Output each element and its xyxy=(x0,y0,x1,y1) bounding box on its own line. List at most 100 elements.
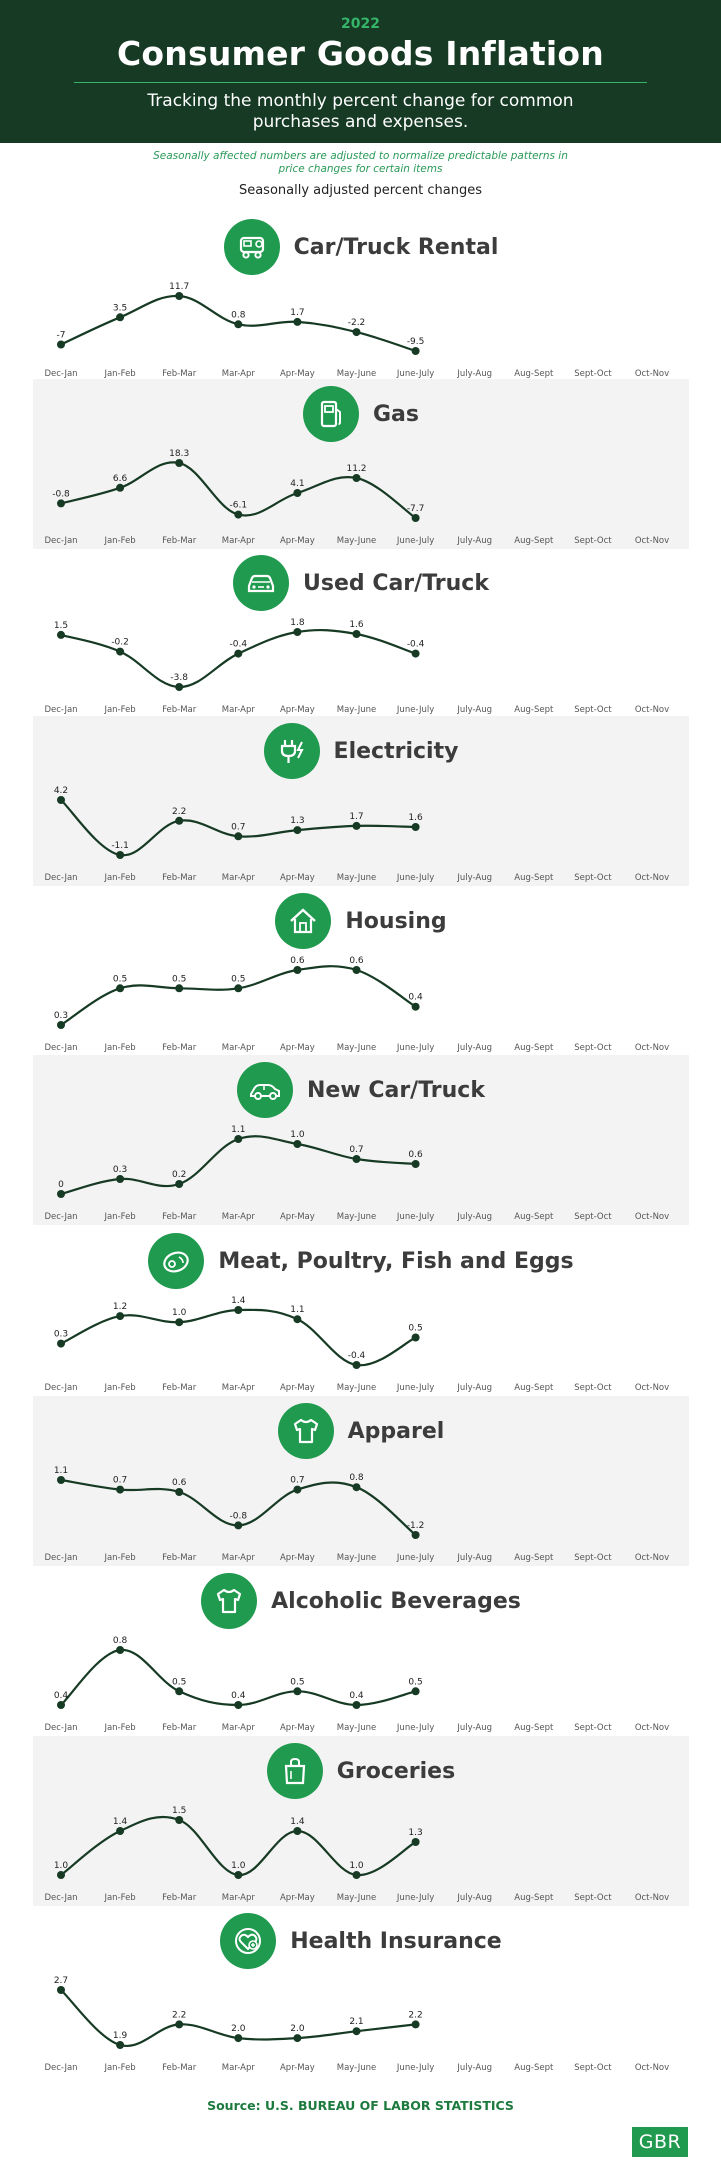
data-point xyxy=(293,2034,302,2043)
plug-icon xyxy=(263,723,320,779)
x-tick-label: Aug-Sept xyxy=(514,1723,554,1733)
x-tick-label: Apr-May xyxy=(280,1723,315,1733)
used-car-icon xyxy=(233,555,290,611)
x-tick-label: Jan-Feb xyxy=(103,1043,135,1053)
data-point xyxy=(411,514,420,522)
steak-icon xyxy=(148,1233,205,1289)
x-tick-label: Dec-Jan xyxy=(44,1212,77,1222)
x-tick-label: July-Aug xyxy=(456,1893,492,1903)
x-tick-label: June-July xyxy=(396,1212,434,1222)
chart-header-health-insurance: Health Insurance xyxy=(33,1913,689,1969)
x-tick-label: June-July xyxy=(396,705,434,715)
data-point xyxy=(234,832,243,841)
x-tick-label: June-July xyxy=(396,2063,434,2073)
data-label: -2.2 xyxy=(348,318,366,328)
x-tick-label: May-June xyxy=(337,873,376,883)
chart-title: Health Insurance xyxy=(290,1928,502,1954)
chart-title: Apparel xyxy=(347,1418,445,1444)
page-title: Consumer Goods Inflation xyxy=(117,34,604,73)
x-tick-label: Aug-Sept xyxy=(514,1383,554,1393)
data-point xyxy=(234,1135,243,1143)
chart-title: Housing xyxy=(345,908,447,934)
chart-title: Meat, Poultry, Fish and Eggs xyxy=(218,1248,574,1274)
x-tick-label: Sept-Oct xyxy=(574,1723,612,1733)
x-tick-label: Aug-Sept xyxy=(514,1553,554,1563)
data-point xyxy=(175,1687,184,1696)
data-point xyxy=(57,630,65,639)
line-chart-meat-poultry-fish-and-eggs: 0.3 1.2 1.0 1.4 1.1 -0.4 0.5 Dec-Jan Jan-Feb Feb-… xyxy=(44,1296,669,1393)
x-tick-label: Feb-Mar xyxy=(162,1383,197,1393)
data-label: 1.8 xyxy=(290,618,305,628)
data-point xyxy=(411,1838,420,1846)
data-label: 11.2 xyxy=(346,464,366,474)
x-tick-label: May-June xyxy=(337,536,376,546)
x-tick-label: June-July xyxy=(396,1043,434,1053)
x-tick-label: Mar-Apr xyxy=(222,536,256,546)
data-point xyxy=(57,1871,65,1879)
x-tick-label: Dec-Jan xyxy=(44,1893,77,1903)
data-label: 2.0 xyxy=(231,2024,246,2034)
data-point xyxy=(411,649,420,658)
data-label: 0.4 xyxy=(231,1691,246,1701)
gas-pump-icon xyxy=(303,386,359,442)
x-tick-label: Mar-Apr xyxy=(222,1893,256,1903)
x-tick-label: Sept-Oct xyxy=(574,1043,612,1053)
chart-panel-used-car-truck: Used Car/Truck 1.5 -0.2 -3.8 -0.4 1.8 1.6 -0.4 D… xyxy=(33,548,689,718)
data-label: 1.3 xyxy=(408,1828,422,1838)
data-point xyxy=(116,1175,125,1183)
house-icon xyxy=(275,893,332,949)
data-point xyxy=(234,984,243,993)
data-label: 0.7 xyxy=(113,1476,127,1486)
data-point xyxy=(175,459,184,467)
x-tick-label: Oct-Nov xyxy=(635,1893,669,1903)
x-tick-label: July-Aug xyxy=(456,705,492,715)
chart-header-new-car-truck: New Car/Truck xyxy=(33,1062,689,1118)
data-point xyxy=(352,1871,361,1879)
x-tick-label: Feb-Mar xyxy=(162,536,197,546)
x-tick-label: May-June xyxy=(337,369,376,379)
x-tick-label: Mar-Apr xyxy=(222,1212,256,1222)
data-label: 0.5 xyxy=(172,974,186,984)
line-chart-apparel: 1.1 0.7 0.6 -0.8 0.7 0.8 -1.2 Dec-Jan Jan-Feb Feb… xyxy=(44,1466,669,1563)
data-point xyxy=(234,1701,243,1709)
data-point xyxy=(293,317,302,326)
data-label: 2.2 xyxy=(172,807,186,817)
data-label: -1.1 xyxy=(111,841,129,851)
data-label: 1.4 xyxy=(113,1817,128,1827)
data-point xyxy=(352,966,361,974)
data-label: 0.5 xyxy=(290,1677,304,1687)
car-rental-icon xyxy=(223,219,280,275)
data-point xyxy=(411,823,420,831)
line-chart-new-car-truck: 0 0.3 0.2 1.1 1.0 0.7 0.6 Dec-Jan Jan-Feb Feb-Mar… xyxy=(44,1125,669,1222)
x-tick-label: Dec-Jan xyxy=(44,369,77,379)
data-point xyxy=(293,966,302,974)
data-point xyxy=(234,320,243,329)
data-label: 0.7 xyxy=(231,822,245,832)
data-label: 1.0 xyxy=(290,1130,305,1140)
chart-header-alcoholic-beverages: Alcoholic Beverages xyxy=(33,1573,689,1629)
chart-title: Electricity xyxy=(333,738,459,764)
data-label: -0.2 xyxy=(111,638,129,648)
data-point xyxy=(293,489,302,497)
chart-header-used-car-truck: Used Car/Truck xyxy=(33,555,689,611)
x-tick-label: Oct-Nov xyxy=(635,705,669,715)
x-tick-label: Dec-Jan xyxy=(44,536,77,546)
data-point xyxy=(352,1361,361,1369)
data-label: 0.8 xyxy=(231,310,246,320)
line-chart-housing: 0.3 0.5 0.5 0.5 0.6 0.6 0.4 Dec-Jan Jan-Feb Feb-M… xyxy=(44,956,669,1053)
data-point xyxy=(116,851,125,859)
data-label: 4.1 xyxy=(290,479,304,489)
x-tick-label: Jan-Feb xyxy=(103,369,135,379)
data-label: 0.7 xyxy=(349,1145,363,1155)
data-point xyxy=(411,1002,420,1011)
data-label: -0.8 xyxy=(230,1511,248,1521)
data-label: 0.5 xyxy=(408,1677,422,1687)
chart-title: Gas xyxy=(373,401,419,427)
data-label: 0.3 xyxy=(54,1330,68,1340)
data-label: 0.4 xyxy=(54,1691,69,1701)
x-tick-label: Dec-Jan xyxy=(44,1383,77,1393)
data-label: -0.4 xyxy=(230,640,248,650)
data-label: 1.0 xyxy=(172,1308,187,1318)
data-point xyxy=(234,1521,243,1530)
data-label: -7.7 xyxy=(407,504,425,514)
